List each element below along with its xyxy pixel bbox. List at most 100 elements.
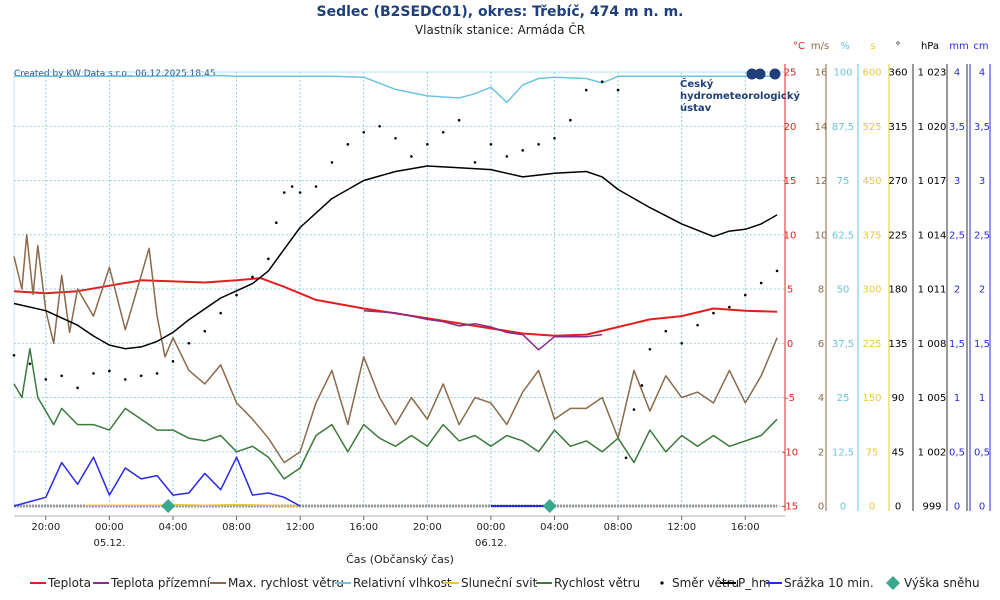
wind-direction-dot bbox=[505, 155, 509, 158]
wind-direction-dot bbox=[441, 130, 445, 134]
y-tick-label: 150 bbox=[862, 393, 881, 404]
wind-direction-dot bbox=[664, 329, 668, 333]
y-tick-label: 6 bbox=[818, 339, 824, 350]
y-tick-label: 100 bbox=[833, 68, 852, 79]
y-tick-label: 0 bbox=[979, 502, 985, 513]
y-tick-label: 10 bbox=[784, 230, 797, 241]
logo-dot-1 bbox=[746, 68, 758, 80]
wind-direction-dot bbox=[600, 80, 604, 83]
y-tick-label: 8 bbox=[818, 285, 824, 296]
y-tick-label: 0 bbox=[840, 502, 846, 513]
y-tick-label: 1 014 bbox=[918, 230, 947, 241]
wind-direction-dot bbox=[680, 341, 683, 345]
wind-direction-dot bbox=[489, 143, 493, 146]
y-tick-label: 25 bbox=[837, 393, 850, 404]
snow-depth-marker bbox=[161, 499, 176, 513]
logo-dot-3 bbox=[769, 68, 781, 80]
wind-direction-dot bbox=[76, 386, 79, 390]
y-tick-label: 600 bbox=[862, 68, 881, 79]
x-tick-label: 20:00 bbox=[413, 522, 442, 533]
legend-label: Sluneční svit bbox=[461, 576, 538, 590]
y-tick-label: 0 bbox=[818, 502, 824, 513]
series-line-teplota-p-zemn- bbox=[363, 309, 603, 351]
legend-label: Výška sněhu bbox=[904, 576, 980, 590]
wind-direction-dot bbox=[251, 275, 254, 279]
legend-label: Teplota přízemní bbox=[110, 576, 211, 590]
wind-direction-dot bbox=[426, 143, 429, 146]
y-tick-label: 75 bbox=[866, 447, 879, 458]
wind-direction-dot bbox=[728, 305, 731, 309]
y-tick-label: 360 bbox=[888, 68, 907, 79]
wind-direction-dot bbox=[410, 155, 413, 158]
x-tick-label: 04:00 bbox=[540, 522, 569, 533]
series-group bbox=[12, 74, 779, 513]
x-tick-label: 08:00 bbox=[222, 522, 251, 533]
y-tick-label: 1 011 bbox=[918, 285, 947, 296]
y-tick-label: 2,5 bbox=[949, 230, 965, 241]
wind-direction-dot bbox=[274, 221, 278, 224]
y-tick-label: 1 017 bbox=[918, 176, 947, 187]
wind-direction-dot bbox=[775, 269, 779, 273]
wind-direction-dot bbox=[712, 311, 715, 315]
y-tick-label: 2 bbox=[954, 285, 960, 296]
y-tick-label: 3 bbox=[979, 176, 985, 187]
wind-direction-dot bbox=[616, 88, 620, 92]
series-line-max-rychlost-v-tru bbox=[13, 234, 778, 464]
y-tick-label: 0 bbox=[787, 339, 793, 350]
wind-direction-dot bbox=[378, 124, 381, 128]
series-line-teplota bbox=[13, 277, 778, 337]
y-tick-label: 1 002 bbox=[918, 447, 947, 458]
wind-direction-dot bbox=[346, 143, 350, 146]
legend-label: Teplota bbox=[47, 576, 91, 590]
wind-direction-dot bbox=[553, 137, 556, 140]
wind-direction-dot bbox=[537, 143, 540, 146]
y-tick-label: 15 bbox=[784, 176, 797, 187]
legend-label: Relativní vlhkost bbox=[353, 576, 452, 590]
wind-direction-dot bbox=[569, 118, 572, 122]
x-tick-label: 12:00 bbox=[286, 522, 315, 533]
wind-direction-dot bbox=[282, 191, 286, 194]
y-tick-label: 1 023 bbox=[918, 68, 947, 79]
wind-direction-dot bbox=[60, 374, 63, 378]
x-tick-label: 00:00 bbox=[476, 522, 505, 533]
logo-dot-2 bbox=[754, 68, 766, 80]
y-tick-label: 3,5 bbox=[974, 122, 990, 133]
wind-direction-dot bbox=[108, 369, 111, 373]
x-date-label: 05.12. bbox=[93, 538, 125, 549]
y-tick-label: 2 bbox=[979, 285, 985, 296]
legend-label: Rychlost větru bbox=[554, 576, 640, 590]
axis-unit-headers: °C m/s% s ° hPa mm cm bbox=[793, 41, 989, 52]
wind-direction-dot bbox=[330, 161, 334, 164]
y-tick-label: 999 bbox=[922, 502, 941, 513]
wind-direction-dot bbox=[473, 161, 477, 164]
x-tick-label: 00:00 bbox=[95, 522, 124, 533]
y-tick-label: 2 bbox=[818, 447, 824, 458]
wind-direction-dot bbox=[298, 191, 302, 194]
wind-direction-dot bbox=[203, 329, 207, 333]
y-tick-label: 12,5 bbox=[832, 447, 854, 458]
wind-direction-dot bbox=[457, 118, 461, 122]
y-tick-label: 25 bbox=[784, 68, 797, 79]
y-tick-label: 90 bbox=[892, 393, 905, 404]
y-tick-label: 0,5 bbox=[974, 447, 990, 458]
wind-direction-dot bbox=[123, 378, 127, 381]
wind-direction-dot bbox=[44, 378, 48, 381]
logo-line-2: hydrometeorologický bbox=[680, 90, 800, 102]
x-tick-label: 04:00 bbox=[159, 522, 188, 533]
y-tick-label: 0 bbox=[954, 502, 960, 513]
credit-text: Created by KW Data s.r.o., 06.12.2025 18… bbox=[14, 69, 216, 79]
x-axis: 20:00 00:00 04:00 08:00 12:00 16:00 20:00 00:00… bbox=[14, 515, 785, 549]
wind-direction-dot bbox=[648, 347, 652, 351]
wind-direction-dot bbox=[584, 88, 588, 92]
y-tick-label: 20 bbox=[784, 122, 797, 133]
y-tick-label: 315 bbox=[888, 122, 907, 133]
y-tick-label: -5 bbox=[785, 393, 795, 404]
legend-label: Max. rychlost větru bbox=[228, 576, 344, 590]
y-tick-label: 62,5 bbox=[832, 230, 854, 241]
axis-unit-7: cm bbox=[973, 41, 988, 52]
y-tick-label: 0,5 bbox=[949, 447, 965, 458]
chart-subtitle: Vlastník stanice: Armáda ČR bbox=[415, 22, 585, 37]
y-tick-label: 45 bbox=[892, 447, 905, 458]
x-tick-label: 16:00 bbox=[349, 522, 378, 533]
